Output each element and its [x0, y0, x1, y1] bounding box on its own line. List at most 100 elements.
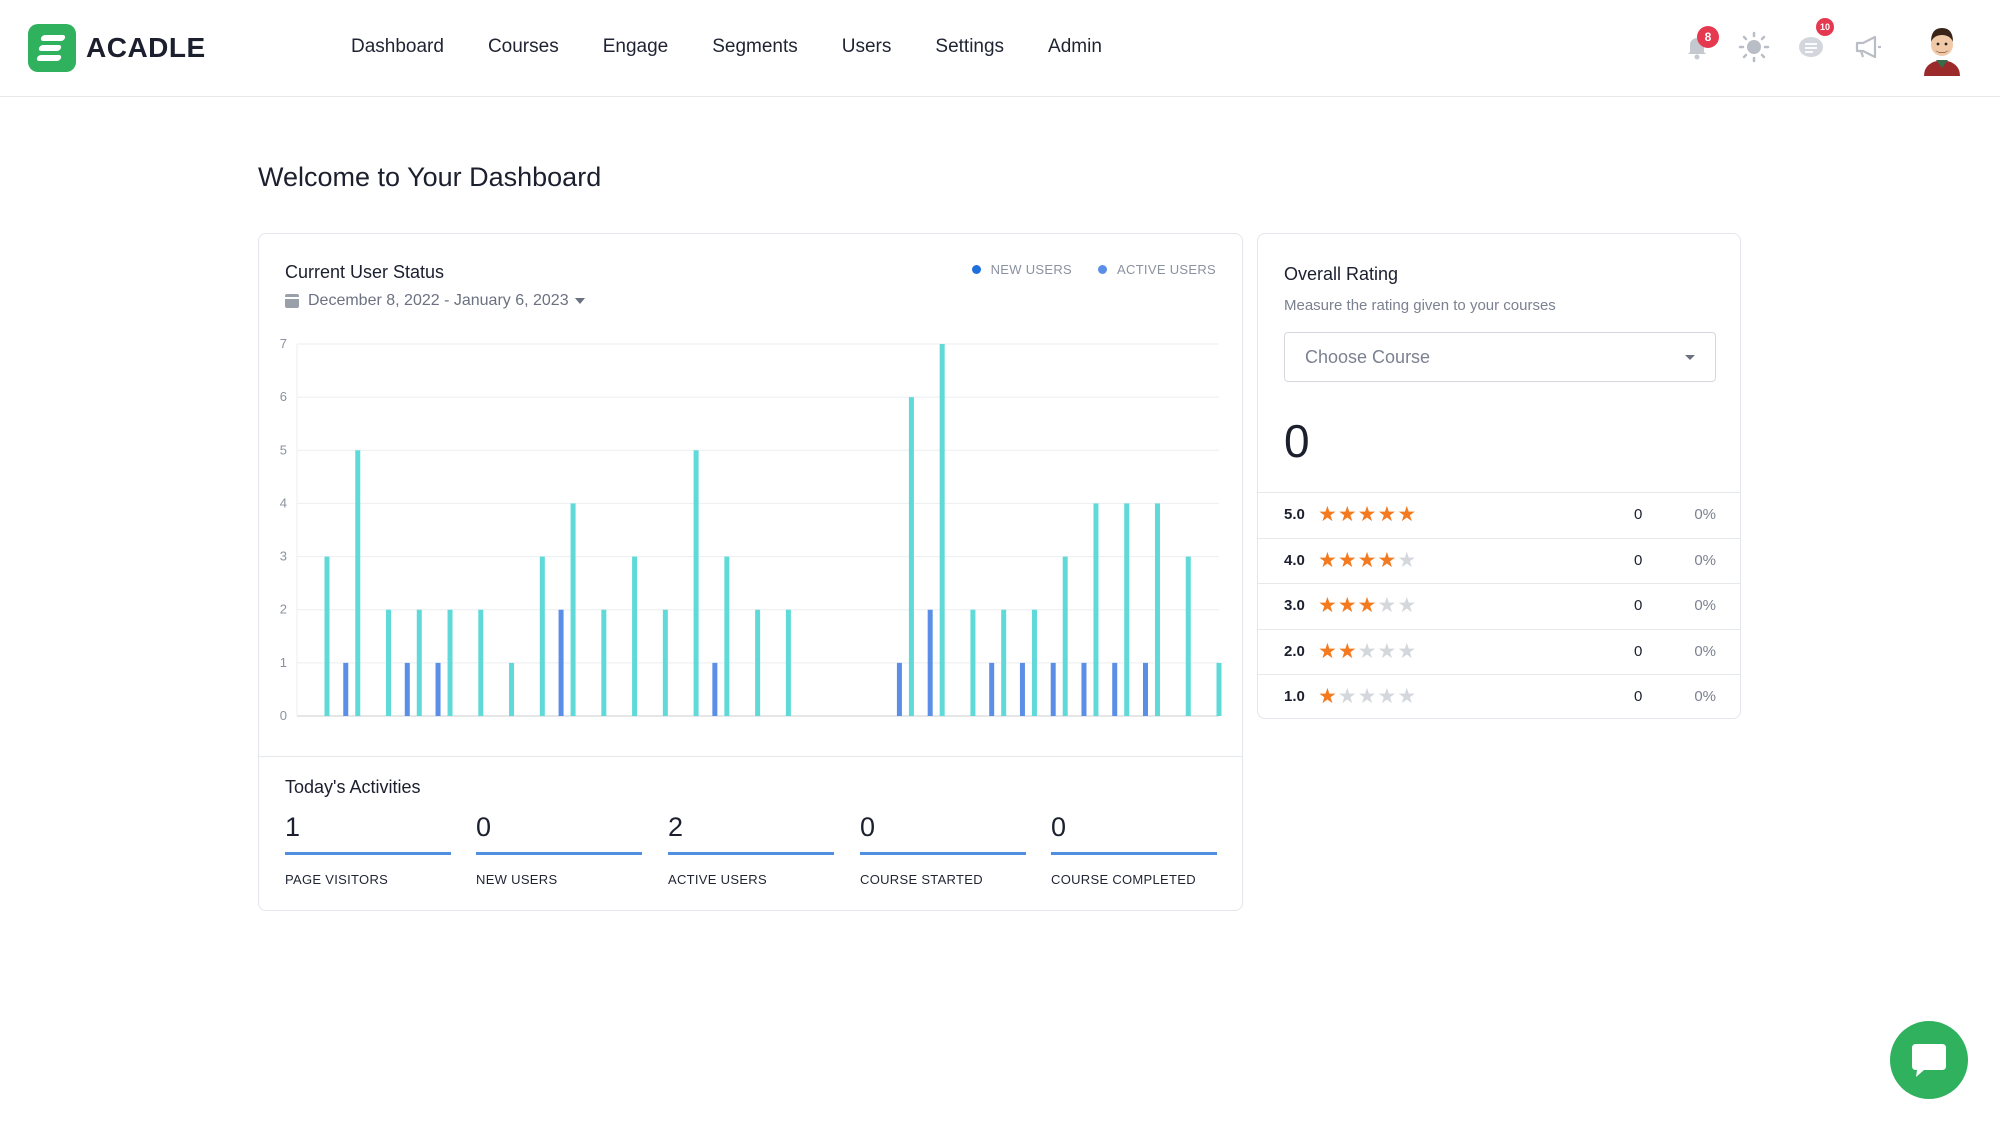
star-icon: ★ [1318, 685, 1338, 708]
bar-new-users [927, 609, 933, 716]
dot-icon [971, 265, 981, 274]
bar-active-users [386, 609, 392, 716]
megaphone-icon[interactable] [1851, 30, 1885, 64]
caret-down-icon [574, 298, 585, 304]
bar-active-users [1001, 609, 1007, 716]
legend-active-users-label: ACTIVE USERS [1117, 262, 1216, 277]
bar-new-users [1142, 662, 1148, 716]
bar-active-users [324, 556, 330, 716]
nav-dashboard[interactable]: Dashboard [351, 36, 444, 57]
overall-rating-value: 0 [1284, 415, 1310, 467]
bar-active-users [662, 609, 668, 716]
rating-percent: 0% [1694, 551, 1716, 569]
bar-new-users [1081, 662, 1087, 716]
activity-value: 0 [476, 812, 492, 842]
y-tick-label: 5 [280, 442, 287, 457]
rating-row: 1.0 ★★★★★ 0 0% [1258, 674, 1740, 719]
star-rating: ★★★★★ [1318, 639, 1417, 664]
user-status-title: Current User Status [285, 262, 445, 282]
bar-active-users [908, 397, 914, 716]
star-icon: ★ [1397, 594, 1418, 617]
avatar[interactable] [1920, 22, 1964, 76]
y-tick-label: 2 [280, 602, 287, 617]
legend-new-users[interactable]: NEW USERS [971, 262, 1073, 277]
choose-course-placeholder: Choose Course [1305, 347, 1431, 367]
bar-new-users [989, 662, 995, 716]
dot-icon [1098, 265, 1108, 274]
activity-page-visitors: 1 PAGE VISITORS [285, 812, 451, 887]
activity-course-completed: 0 COURSE COMPLETED [1051, 812, 1217, 887]
nav-segments[interactable]: Segments [712, 36, 798, 57]
activity-bar [476, 852, 642, 855]
top-navbar: ACADLE Dashboard Courses Engage Segments… [0, 0, 2000, 97]
chat-launcher-button[interactable] [1890, 1021, 1968, 1099]
bar-new-users [435, 662, 441, 716]
star-rating: ★★★★★ [1318, 593, 1417, 618]
bar-active-users [1093, 503, 1099, 716]
activity-label: ACTIVE USERS [668, 872, 767, 887]
activity-label: COURSE COMPLETED [1051, 872, 1196, 887]
activities-title: Today's Activities [285, 777, 421, 797]
star-icon: ★ [1318, 639, 1338, 663]
star-icon: ★ [1337, 548, 1358, 572]
logo-icon [28, 24, 76, 72]
star-icon: ★ [1357, 503, 1378, 526]
bar-new-users [712, 662, 718, 716]
rating-count: 0 [1634, 597, 1643, 614]
date-range-picker[interactable]: December 8, 2022 - January 6, 2023 [285, 292, 585, 310]
rating-count: 0 [1634, 551, 1643, 569]
legend-new-users-label: NEW USERS [990, 262, 1073, 277]
star-icon: ★ [1337, 685, 1358, 708]
bar-active-users [1185, 556, 1191, 716]
star-icon: ★ [1318, 503, 1338, 526]
rating-percent: 0% [1694, 688, 1716, 705]
star-icon: ★ [1357, 639, 1378, 663]
notification-badge: 8 [1697, 26, 1719, 48]
rating-row: 2.0 ★★★★★ 0 0% [1258, 628, 1740, 674]
bar-active-users [570, 503, 576, 716]
star-icon: ★ [1357, 548, 1378, 572]
rating-score: 2.0 [1284, 642, 1305, 660]
bar-active-users [1124, 503, 1130, 716]
bar-active-users [447, 609, 453, 716]
bar-active-users [785, 609, 791, 716]
rating-score: 1.0 [1284, 688, 1305, 705]
nav-admin[interactable]: Admin [1048, 36, 1102, 57]
user-status-card: Current User Status December 8, 2022 - J… [258, 233, 1243, 911]
star-icon: ★ [1318, 548, 1338, 572]
activity-value: 0 [860, 812, 876, 842]
bar-active-users [1216, 662, 1222, 716]
sun-icon[interactable] [1737, 30, 1771, 64]
choose-course-select[interactable]: Choose Course [1284, 332, 1716, 382]
bar-new-users [1019, 662, 1025, 716]
activity-value: 0 [1051, 812, 1067, 842]
activity-bar [1051, 852, 1217, 855]
overall-rating-card: Overall Rating Measure the rating given … [1257, 233, 1741, 719]
page-title: Welcome to Your Dashboard [258, 162, 602, 192]
bar-new-users [404, 662, 410, 716]
nav-courses[interactable]: Courses [487, 36, 559, 57]
y-tick-label: 6 [280, 389, 287, 404]
legend-active-users[interactable]: ACTIVE USERS [1098, 262, 1216, 277]
nav-settings[interactable]: Settings [935, 36, 1005, 57]
date-range-text: December 8, 2022 - January 6, 2023 [308, 292, 569, 309]
star-rating: ★★★★★ [1318, 684, 1417, 709]
rating-title: Overall Rating [1284, 264, 1399, 284]
nav-engage[interactable]: Engage [602, 36, 669, 57]
star-icon: ★ [1337, 594, 1358, 617]
activity-value: 2 [668, 812, 684, 842]
bar-active-users [539, 556, 545, 716]
nav-users[interactable]: Users [841, 36, 892, 57]
bar-active-users [1062, 556, 1068, 716]
activity-bar [860, 852, 1026, 855]
bar-active-users [755, 609, 761, 716]
y-tick-label: 4 [280, 495, 287, 510]
rating-row: 5.0 ★★★★★ 0 0% [1258, 492, 1740, 537]
brand-logo[interactable]: ACADLE [28, 24, 206, 72]
rating-percent: 0% [1694, 642, 1716, 660]
bar-active-users [693, 450, 699, 716]
chat-lines-icon[interactable]: 10 [1794, 18, 1834, 64]
y-tick-label: 0 [280, 708, 287, 723]
star-icon: ★ [1318, 594, 1338, 617]
bell-icon[interactable]: 8 [1680, 26, 1719, 64]
